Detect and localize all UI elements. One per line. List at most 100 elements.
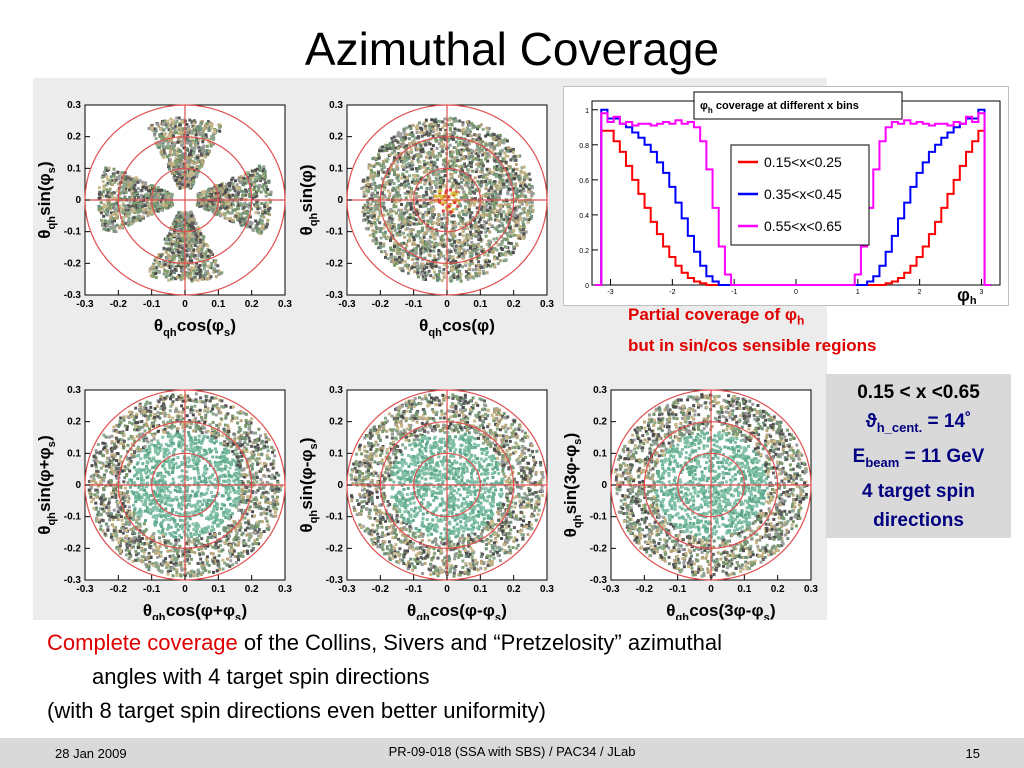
data-point bbox=[406, 216, 410, 220]
data-point bbox=[485, 271, 489, 275]
data-point bbox=[111, 226, 115, 230]
data-point bbox=[192, 148, 196, 152]
data-point bbox=[105, 188, 109, 192]
data-point bbox=[453, 201, 457, 205]
data-point bbox=[436, 126, 440, 130]
data-point bbox=[458, 211, 462, 215]
data-point bbox=[185, 123, 189, 126]
data-point bbox=[192, 276, 196, 280]
data-point bbox=[394, 245, 398, 249]
data-point bbox=[463, 155, 467, 159]
data-point bbox=[182, 266, 186, 270]
data-point bbox=[201, 161, 205, 165]
data-point bbox=[492, 204, 496, 207]
data-point bbox=[477, 274, 481, 278]
data-point bbox=[407, 192, 411, 196]
data-point bbox=[200, 254, 204, 258]
data-point bbox=[422, 267, 426, 271]
data-point bbox=[469, 202, 473, 206]
data-point bbox=[166, 119, 170, 123]
data-point bbox=[182, 153, 186, 157]
data-point bbox=[150, 128, 154, 132]
data-point bbox=[231, 218, 235, 222]
data-point bbox=[190, 155, 194, 158]
data-point bbox=[435, 154, 439, 158]
data-point bbox=[414, 234, 418, 238]
data-point bbox=[192, 268, 196, 272]
data-point bbox=[234, 214, 238, 218]
data-point bbox=[125, 211, 129, 215]
data-point bbox=[405, 227, 409, 230]
data-point bbox=[457, 136, 461, 140]
data-point bbox=[373, 204, 377, 208]
data-point bbox=[523, 226, 527, 230]
data-point bbox=[189, 171, 193, 175]
data-point bbox=[186, 233, 190, 237]
data-point bbox=[467, 157, 471, 161]
data-point bbox=[209, 195, 213, 199]
data-point bbox=[169, 201, 173, 205]
data-point bbox=[487, 218, 491, 222]
data-point bbox=[450, 210, 454, 214]
data-point bbox=[429, 274, 433, 278]
data-point bbox=[431, 267, 435, 271]
data-point bbox=[158, 140, 162, 144]
data-point bbox=[214, 129, 218, 132]
data-point bbox=[450, 150, 454, 154]
data-point bbox=[401, 266, 404, 270]
data-point bbox=[440, 140, 444, 144]
data-point bbox=[202, 277, 206, 281]
data-point bbox=[179, 236, 183, 240]
data-point bbox=[154, 272, 158, 276]
data-point bbox=[423, 240, 427, 244]
data-point bbox=[496, 262, 500, 266]
data-point bbox=[398, 230, 402, 234]
data-point bbox=[193, 256, 197, 260]
data-point bbox=[219, 271, 223, 275]
data-point bbox=[457, 190, 461, 194]
data-point bbox=[486, 227, 490, 231]
data-point bbox=[194, 139, 198, 143]
data-point bbox=[487, 193, 491, 197]
data-point bbox=[210, 193, 214, 197]
data-point bbox=[139, 217, 143, 221]
data-point bbox=[415, 195, 419, 199]
data-point bbox=[430, 118, 434, 122]
data-point bbox=[498, 191, 502, 195]
data-point bbox=[471, 247, 475, 251]
data-point bbox=[241, 193, 245, 197]
data-point bbox=[453, 158, 457, 162]
data-point bbox=[530, 215, 534, 218]
data-point bbox=[410, 164, 414, 168]
data-point bbox=[397, 131, 401, 135]
data-point bbox=[247, 193, 251, 196]
data-point bbox=[174, 125, 178, 129]
data-point bbox=[100, 218, 103, 222]
data-point bbox=[444, 128, 448, 132]
data-point bbox=[461, 187, 464, 191]
data-point bbox=[395, 173, 399, 177]
data-point bbox=[241, 211, 245, 215]
data-point bbox=[400, 182, 403, 186]
data-point bbox=[421, 205, 425, 209]
data-point bbox=[103, 210, 107, 214]
data-point bbox=[212, 201, 216, 204]
data-point bbox=[382, 206, 386, 210]
data-point bbox=[368, 233, 372, 237]
data-point bbox=[441, 243, 445, 247]
data-point bbox=[213, 210, 217, 214]
data-point bbox=[158, 262, 162, 266]
data-point bbox=[459, 185, 463, 189]
data-point bbox=[203, 123, 207, 127]
data-point bbox=[178, 169, 182, 173]
data-point bbox=[138, 179, 142, 183]
data-point bbox=[494, 214, 498, 218]
data-point bbox=[476, 154, 480, 158]
data-point bbox=[192, 221, 196, 225]
data-point bbox=[484, 221, 488, 225]
data-point bbox=[373, 173, 377, 177]
data-point bbox=[477, 125, 481, 129]
data-point bbox=[178, 234, 182, 238]
data-point bbox=[106, 191, 110, 195]
data-point bbox=[389, 236, 393, 240]
